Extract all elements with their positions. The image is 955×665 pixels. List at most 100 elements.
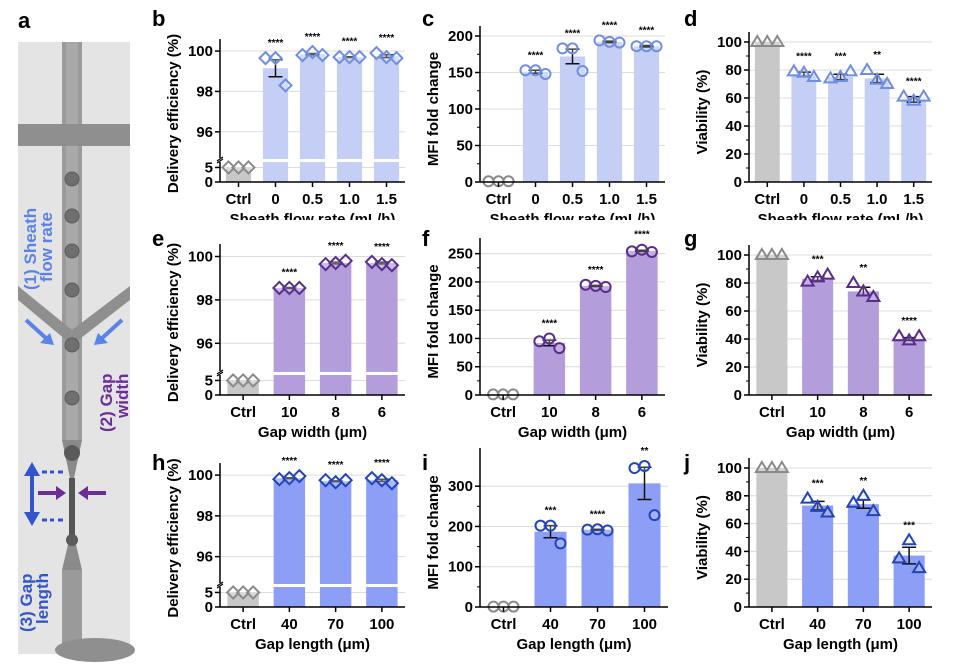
chart-c-mfi-sheath: c 0 50 100 150 200 Ctrl **** 0 **** 0.5 **** 1.0 ****… [422, 6, 665, 220]
x-tick-label: 40 [281, 616, 298, 633]
x-tick-label: 10 [281, 404, 298, 421]
bar-70 [847, 504, 879, 607]
y-tick-label: 200 [448, 274, 473, 291]
significance-label: *** [903, 520, 915, 531]
y-axis-label: Delivery efficiency (%) [165, 34, 182, 193]
data-point [645, 245, 658, 258]
data-point [774, 460, 790, 473]
significance-label: *** [812, 255, 824, 266]
y-tick-label: 0 [734, 387, 742, 404]
bar-8 [847, 291, 879, 395]
data-point [630, 40, 643, 53]
panel-a-micrograph: a [17, 8, 135, 662]
data-point [315, 47, 330, 63]
y-tick-label: 20 [725, 359, 742, 376]
gap-length-arrow [24, 462, 66, 526]
bar-40 [534, 531, 567, 607]
y-tick-label: 40 [725, 331, 742, 348]
x-tick-label: Ctrl [230, 616, 256, 633]
bar-Ctrl [756, 468, 788, 607]
chart-g-viability-gapwidth: g 0 20 40 60 80 100 Ctrl *** 10 ** 8 **** 6 Gap width … [684, 226, 932, 440]
y-tick-label: 96 [196, 335, 213, 352]
x-tick-label: 10 [541, 404, 558, 421]
y-axis-label: MFI fold change [425, 475, 442, 589]
data-point [566, 42, 579, 55]
data-point [819, 266, 836, 280]
bar-10 [533, 342, 566, 395]
bar-70 [581, 529, 614, 607]
bar-100 [366, 480, 398, 607]
significance-label: **** [528, 50, 544, 61]
y-tick-label: 100 [448, 330, 473, 347]
chart-d-viability-sheath: d 0 20 40 60 80 100 Ctrl **** 0 *** 0.5 ** 1.0 **** 1.5… [684, 6, 932, 220]
y-tick-label: 80 [725, 275, 742, 292]
panel-letter-c: c [422, 6, 434, 31]
y-tick-label: 300 [448, 478, 473, 495]
chart-f-mfi-gapwidth: f 0 50 100 150 200 250 Ctrl **** 10 **** 8 **** 6 Gap … [422, 226, 665, 440]
sheath-channel-right [72, 286, 130, 345]
bar-1.5 [901, 99, 927, 182]
data-point [599, 281, 612, 294]
panel-letter-e: e [152, 226, 164, 251]
x-tick-label: 8 [859, 404, 867, 421]
x-tick-label: 40 [542, 616, 559, 633]
data-point [819, 504, 836, 518]
data-point [533, 335, 546, 348]
data-point [384, 475, 400, 491]
bar-break-gap [335, 159, 364, 162]
data-point [859, 62, 875, 75]
data-point [799, 273, 816, 287]
y-tick-label: 20 [725, 571, 742, 588]
data-point [245, 585, 261, 600]
data-point [221, 160, 236, 175]
data-point [754, 247, 770, 260]
data-point [225, 373, 241, 388]
data-point [519, 64, 532, 77]
significance-label: **** [565, 28, 581, 39]
data-point [764, 460, 780, 473]
bar-break-gap [298, 159, 327, 162]
bar-10 [802, 278, 834, 395]
data-point [901, 332, 917, 346]
y-tick-label: 200 [448, 28, 473, 45]
bar-40 [802, 505, 834, 607]
bar-70 [319, 481, 352, 607]
y-tick-label: 100 [717, 460, 742, 477]
y-tick-label: 0 [465, 599, 473, 616]
data-point [635, 243, 648, 256]
data-point [374, 256, 390, 272]
bar-break-gap [365, 372, 399, 375]
significance-label: **** [379, 33, 395, 44]
data-point [271, 280, 287, 296]
y-tick-label: 60 [725, 90, 742, 107]
x-tick-label: Ctrl [491, 616, 517, 633]
data-point [241, 160, 256, 175]
y-tick-label: 100 [717, 247, 742, 264]
data-point [796, 64, 812, 78]
bar-break-gap [318, 584, 353, 587]
y-tick-label: 98 [196, 83, 213, 100]
bar-break-gap [272, 372, 307, 375]
y-tick-label: 50 [456, 138, 473, 155]
bar-0.5 [828, 77, 853, 182]
x-axis-label: Sheath flow rate (mL/h) [490, 211, 656, 220]
x-axis-label: Gap width (μm) [786, 424, 895, 440]
data-point [613, 36, 626, 49]
significance-label: *** [812, 479, 824, 490]
data-point [579, 278, 592, 291]
y-tick-label: 0 [205, 599, 213, 616]
significance-label: **** [342, 37, 358, 48]
bar-break-gap [272, 584, 307, 587]
data-point [554, 537, 567, 550]
y-axis-label: Viability (%) [694, 495, 711, 580]
panel-letter-i: i [422, 450, 428, 475]
data-point [628, 462, 641, 475]
bar-8 [319, 263, 352, 395]
y-tick-label: 5 [205, 372, 213, 389]
x-tick-label: 1.0 [599, 191, 620, 208]
label-sheath-flow-rate: (1) Sheath flow rate [21, 208, 56, 290]
data-point [553, 342, 566, 355]
significance-label: **** [282, 456, 298, 467]
x-tick-label: 40 [809, 616, 826, 633]
svg-text:(3) Gap: (3) Gap [17, 573, 36, 632]
